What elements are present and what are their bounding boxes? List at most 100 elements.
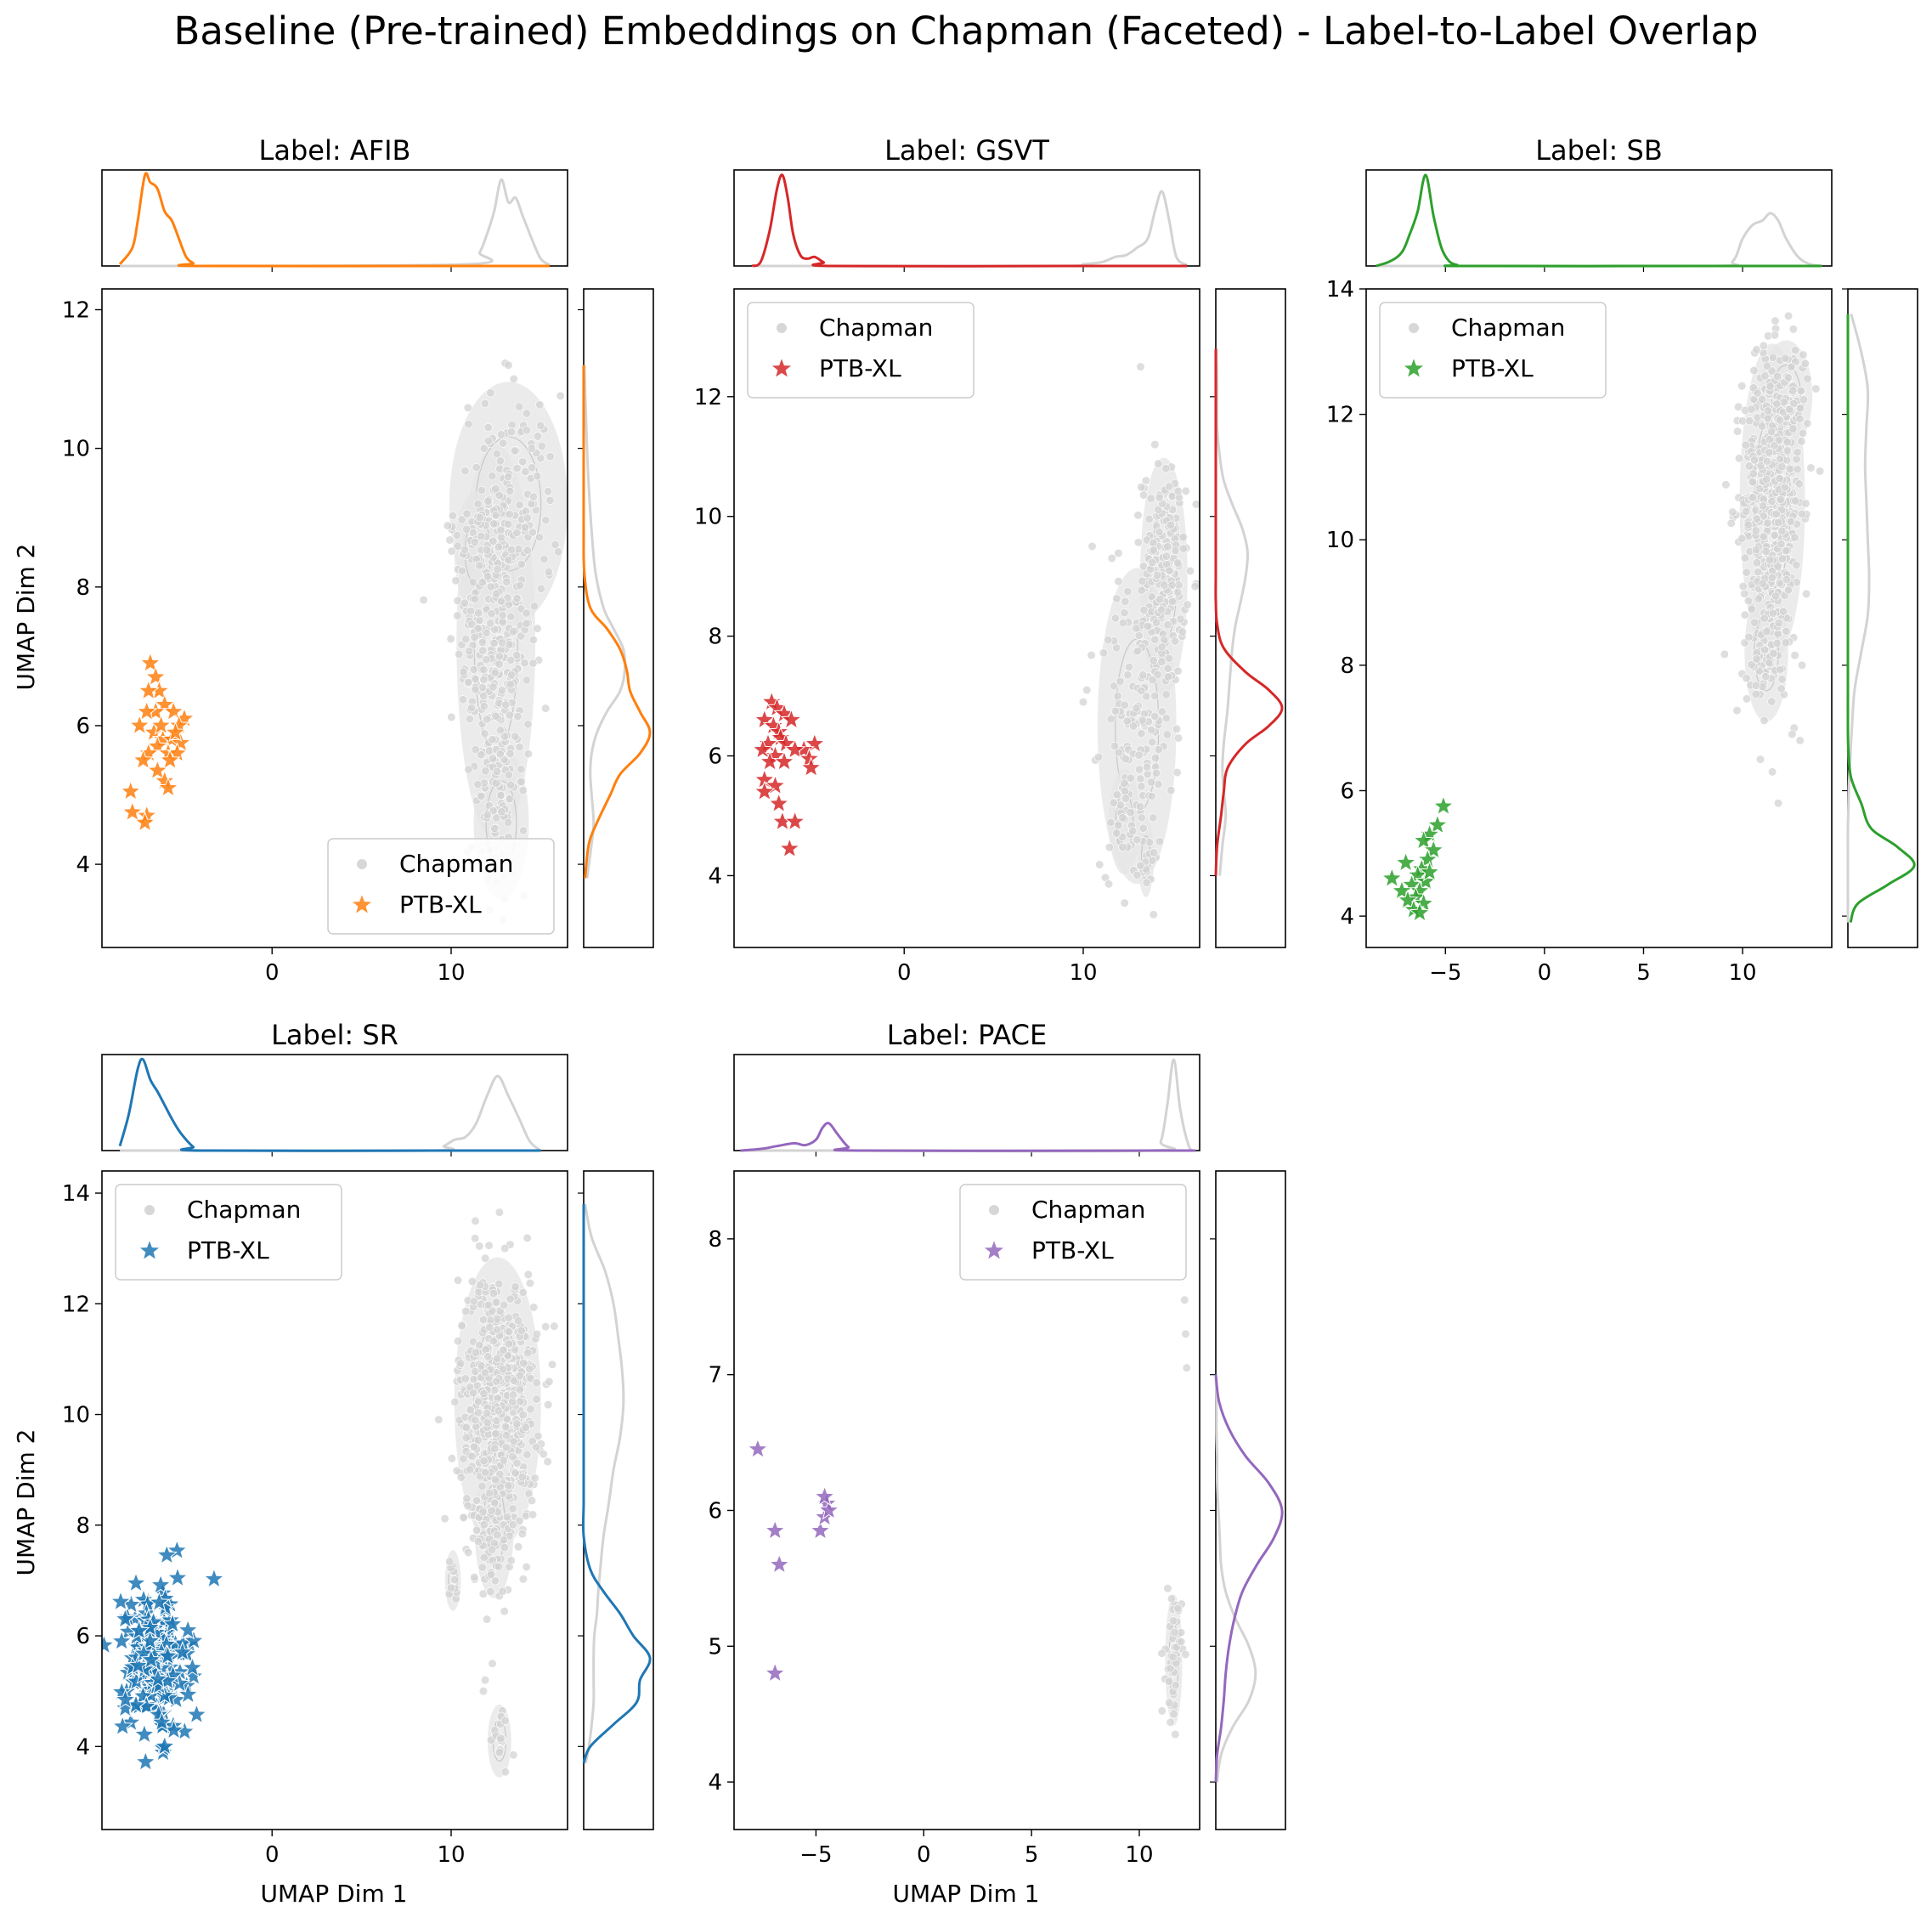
chapman-point	[1173, 558, 1183, 568]
chapman-point	[455, 649, 464, 659]
chapman-point	[511, 651, 522, 660]
x-tick-label: 5	[1636, 960, 1651, 986]
chapman-point	[1132, 704, 1141, 713]
chapman-point	[508, 1452, 517, 1462]
chapman-point	[467, 1276, 477, 1287]
y-tick-label: 8	[708, 1227, 722, 1253]
chapman-point	[1759, 501, 1768, 511]
chapman-point	[1797, 660, 1807, 670]
chapman-point	[447, 546, 456, 556]
chapman-point	[477, 637, 488, 648]
chapman-point	[1167, 597, 1177, 607]
plot-area	[119, 359, 568, 925]
chapman-point	[1132, 624, 1141, 633]
ptbxl-star	[183, 1629, 205, 1650]
chapman-point	[491, 511, 500, 520]
chapman-point	[478, 646, 488, 655]
ptbxl-star	[1381, 867, 1404, 888]
chapman-point	[1142, 878, 1151, 887]
chapman-point	[483, 423, 493, 433]
chapman-point	[466, 704, 477, 713]
chapman-point	[494, 490, 504, 501]
ptbxl-star	[132, 1684, 155, 1705]
chapman-point	[497, 686, 507, 695]
chapman-point	[1165, 653, 1174, 663]
chapman-point	[527, 1496, 537, 1505]
chapman-point	[523, 546, 533, 555]
ptbxl-star	[114, 1608, 137, 1629]
chapman-point	[1797, 437, 1806, 446]
chapman-point	[1777, 684, 1786, 693]
chapman-point	[1104, 843, 1114, 852]
plot-area	[751, 362, 1200, 919]
chapman-point	[491, 1429, 500, 1439]
chapman-point	[1759, 532, 1768, 541]
ptbxl-star	[1412, 829, 1435, 851]
chapman-point	[479, 1456, 489, 1466]
y-tick-label: 12	[62, 1292, 90, 1317]
ptbxl-star	[182, 1665, 205, 1686]
chapman-point	[521, 467, 530, 477]
ptbxl-star	[1397, 889, 1419, 910]
chapman-point	[1107, 553, 1116, 563]
chapman-point	[1783, 373, 1793, 382]
chapman-point	[1116, 676, 1125, 687]
chapman-point	[1121, 794, 1131, 803]
chapman-point	[1752, 345, 1761, 354]
chapman-point	[1104, 879, 1114, 889]
chapman-point	[448, 511, 458, 520]
x-tick-label: 0	[1538, 960, 1552, 986]
chapman-point	[1771, 509, 1781, 518]
chapman-point	[1776, 416, 1785, 425]
chapman-point	[533, 432, 543, 441]
chapman-point	[487, 608, 496, 619]
chapman-point	[528, 528, 538, 537]
chapman-point	[1082, 685, 1092, 695]
chapman-point	[547, 1360, 557, 1369]
chapman-point	[494, 1279, 504, 1289]
chapman-point	[1138, 576, 1147, 585]
chapman-point	[508, 1520, 518, 1530]
top-marginal-frame	[733, 1054, 1200, 1151]
ptbxl-star	[1394, 851, 1417, 873]
chapman-point	[473, 499, 483, 508]
ptbxl-star	[773, 750, 795, 772]
ptbxl-star	[135, 700, 158, 721]
chapman-point	[537, 441, 546, 451]
chapman-point	[545, 495, 555, 505]
chapman-point	[1138, 670, 1148, 680]
chapman-kde-y	[583, 365, 627, 879]
chapman-point	[464, 420, 473, 429]
chapman-point	[1093, 752, 1104, 762]
chapman-point	[511, 1282, 520, 1292]
chapman-point	[1136, 362, 1145, 371]
ptbxl-star	[164, 721, 187, 742]
chapman-point	[483, 1417, 492, 1428]
chapman-point	[1156, 605, 1167, 614]
chapman-point	[1762, 456, 1772, 466]
chapman-point	[513, 1542, 523, 1552]
chapman-point	[1110, 706, 1121, 715]
chapman-point	[473, 1537, 483, 1547]
chapman-point	[1803, 419, 1812, 428]
chapman-point	[554, 547, 563, 557]
ptbxl-kde-x	[1376, 173, 1822, 268]
chapman-point	[556, 391, 565, 400]
chapman-point	[1771, 316, 1780, 325]
y-tick-label: 8	[1340, 653, 1354, 679]
chapman-point	[1742, 674, 1751, 683]
chapman-point	[1763, 518, 1772, 528]
main-axes-frame	[1365, 288, 1833, 948]
chapman-point	[1171, 546, 1180, 555]
chapman-point	[515, 1385, 524, 1394]
chapman-point	[1147, 791, 1156, 800]
chapman-point	[1152, 618, 1161, 627]
y-tick-label: 14	[62, 1181, 90, 1207]
chapman-point	[455, 1359, 466, 1368]
chapman-point	[1143, 762, 1152, 772]
chapman-point	[1756, 461, 1765, 471]
ptbxl-star	[114, 1688, 137, 1710]
chapman-point	[1803, 374, 1812, 383]
chapman-point	[479, 665, 489, 675]
chapman-point	[1793, 448, 1802, 457]
